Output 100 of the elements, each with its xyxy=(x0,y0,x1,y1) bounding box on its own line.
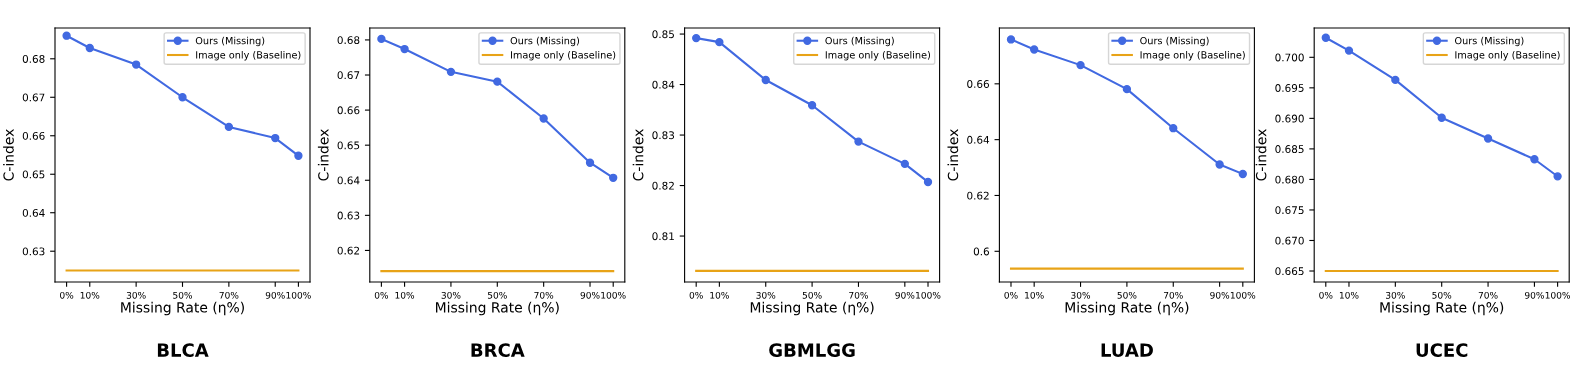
legend-label: Ours (Missing) xyxy=(195,36,265,47)
y-tick-label: 0.65 xyxy=(22,170,45,179)
x-axis-title: Missing Rate (η%) xyxy=(436,301,559,316)
y-tick-label: 0.700 xyxy=(1275,53,1304,62)
legend-label: Ours (Missing) xyxy=(825,36,894,47)
y-tick-label: 0.68 xyxy=(337,36,360,45)
point xyxy=(294,151,303,160)
x-tick-label: 0% xyxy=(1004,291,1018,299)
x-tick-label: 0% xyxy=(1319,291,1333,299)
x-tick-label: 100% xyxy=(601,291,626,299)
point xyxy=(1483,134,1493,143)
y-tick-label: 0.62 xyxy=(967,191,989,200)
point xyxy=(1215,160,1224,169)
y-tick-label: 0.690 xyxy=(1275,114,1304,123)
point xyxy=(271,133,280,143)
point xyxy=(692,33,701,43)
x-tick-label: 10% xyxy=(710,291,729,299)
point xyxy=(493,77,502,86)
point xyxy=(224,122,234,132)
x-tick-label: 100% xyxy=(1545,291,1571,299)
point xyxy=(585,158,595,167)
y-tick-label: 0.66 xyxy=(22,131,45,140)
point xyxy=(609,173,618,182)
x-tick-label: 50% xyxy=(802,291,822,299)
legend-label: Ours (Missing) xyxy=(510,36,580,47)
y-tick-label: 0.66 xyxy=(967,80,990,88)
y-axis-title: C-index xyxy=(317,129,329,181)
text: BLCA xyxy=(157,343,209,357)
text: GBMLGG xyxy=(769,343,855,357)
text: BRCA xyxy=(471,343,525,357)
y-tick-label: 0.62 xyxy=(337,246,360,255)
point xyxy=(1169,124,1178,133)
y-tick-label: 0.64 xyxy=(337,176,360,185)
x-tick-label: 90% xyxy=(895,291,915,299)
point xyxy=(1530,155,1539,164)
point xyxy=(131,60,141,69)
x-tick-label: 0% xyxy=(689,291,703,299)
text: UCEC xyxy=(1416,343,1468,357)
point xyxy=(1122,84,1132,94)
x-axis-title: Missing Rate (η%) xyxy=(121,301,244,316)
point xyxy=(539,114,548,123)
y-tick-label: 0.65 xyxy=(337,141,360,150)
y-tick-label: 0.68 xyxy=(22,55,45,63)
x-tick-label: 0% xyxy=(60,291,74,299)
point xyxy=(446,67,456,77)
y-tick-label: 0.6 xyxy=(973,247,990,256)
point xyxy=(377,34,386,44)
legend-label: Ours (Missing) xyxy=(1454,36,1524,47)
y-tick-label: 0.665 xyxy=(1275,267,1304,276)
legend-label: Image only (Baseline) xyxy=(196,51,301,61)
legend-label: Image only (Baseline) xyxy=(825,51,931,61)
y-tick-label: 0.83 xyxy=(652,131,675,140)
x-axis-title: Missing Rate (η%) xyxy=(1065,301,1189,316)
y-tick-label: 0.695 xyxy=(1275,84,1304,92)
x-axis-title: Missing Rate (η%) xyxy=(750,301,874,316)
point xyxy=(761,75,770,85)
x-tick-label: 50% xyxy=(1432,291,1452,299)
y-axis-title: C-index xyxy=(3,129,14,181)
y-tick-label: 0.680 xyxy=(1275,175,1304,184)
y-axis-title: C-index xyxy=(947,129,959,181)
legend-label: Image only (Baseline) xyxy=(1455,51,1560,61)
point xyxy=(1391,75,1400,85)
y-tick-label: 0.67 xyxy=(337,71,360,80)
x-tick-label: 90% xyxy=(580,291,600,299)
point xyxy=(85,43,94,53)
y-axis-title: C-index xyxy=(632,129,644,181)
y-tick-label: 0.84 xyxy=(652,80,675,89)
x-tick-label: 70% xyxy=(849,291,868,299)
point xyxy=(1238,169,1247,179)
y-tick-label: 0.670 xyxy=(1275,236,1304,245)
x-tick-label: 30% xyxy=(1071,291,1091,299)
x-tick-label: 50% xyxy=(487,291,507,299)
point xyxy=(1030,45,1039,54)
point xyxy=(1437,113,1446,122)
y-tick-label: 0.67 xyxy=(22,93,45,102)
point xyxy=(1076,60,1085,70)
y-tick-label: 0.81 xyxy=(652,232,674,241)
y-axis-title: C-index xyxy=(1255,129,1267,181)
y-tick-label: 0.64 xyxy=(22,208,45,217)
x-tick-label: 10% xyxy=(1339,291,1359,299)
y-tick-label: 0.63 xyxy=(22,247,45,256)
x-tick-label: 30% xyxy=(126,291,146,299)
point xyxy=(1553,172,1562,181)
y-tick-label: 0.675 xyxy=(1275,206,1304,215)
point xyxy=(715,37,724,47)
y-tick-label: 0.66 xyxy=(337,106,360,115)
x-tick-label: 10% xyxy=(395,291,415,299)
point xyxy=(900,159,909,169)
x-tick-label: 70% xyxy=(1163,291,1183,299)
y-tick-label: 0.685 xyxy=(1275,145,1304,153)
legend-label: Image only (Baseline) xyxy=(1140,51,1245,61)
y-tick-label: 0.85 xyxy=(652,30,674,39)
legend-label: Ours (Missing) xyxy=(1140,36,1209,47)
x-tick-label: 50% xyxy=(1117,291,1137,299)
legend-label: Image only (Baseline) xyxy=(511,51,616,61)
point xyxy=(62,31,71,40)
x-tick-label: 50% xyxy=(173,291,193,299)
point xyxy=(400,44,409,54)
x-tick-label: 100% xyxy=(1230,291,1256,299)
x-tick-label: 100% xyxy=(286,291,311,299)
